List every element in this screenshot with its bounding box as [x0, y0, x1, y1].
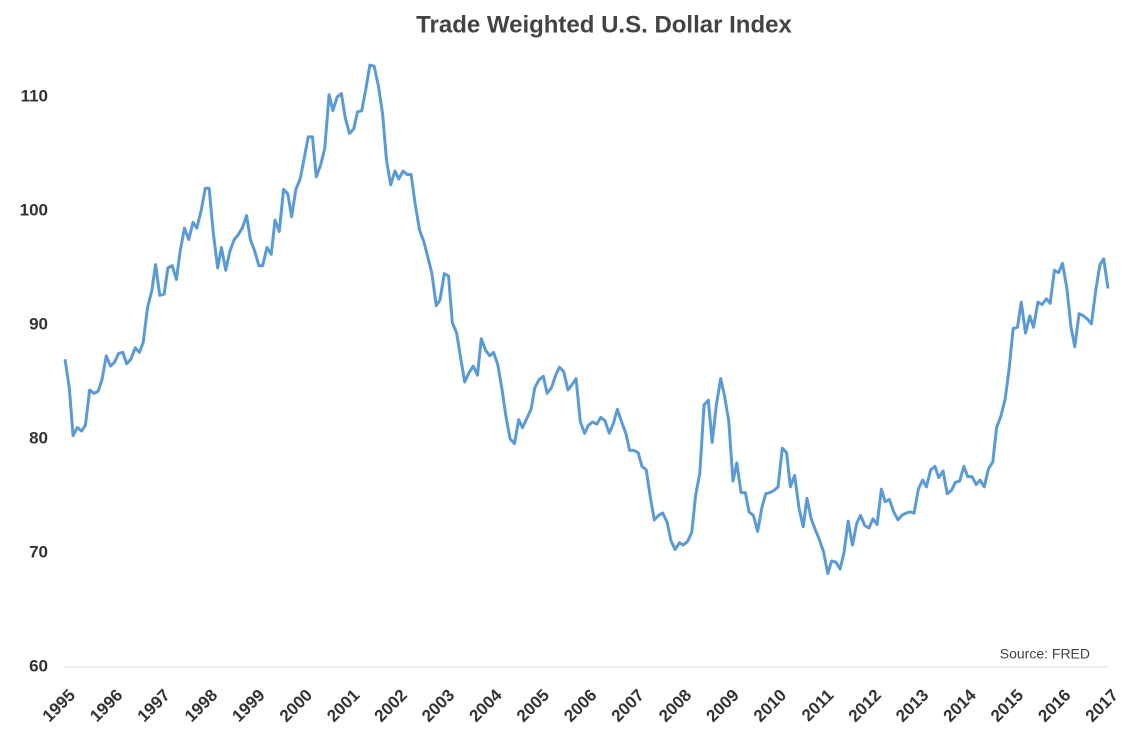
x-tick-label: 2013 [892, 686, 932, 726]
y-tick-label: 70 [29, 542, 48, 561]
x-tick-label: 2014 [940, 685, 981, 726]
x-tick-label: 2003 [418, 686, 458, 726]
x-tick-label: 2000 [276, 686, 316, 726]
chart-title: Trade Weighted U.S. Dollar Index [416, 11, 792, 38]
x-tick-label: 1999 [228, 686, 268, 726]
y-tick-label: 90 [29, 314, 48, 333]
x-tick-label: 1998 [181, 686, 221, 726]
x-tick-label: 2015 [987, 686, 1027, 726]
x-tick-label: 2008 [655, 686, 695, 726]
x-tick-label: 2011 [798, 686, 838, 726]
x-tick-label: 2010 [750, 686, 790, 726]
x-tick-label: 2006 [560, 686, 600, 726]
x-tick-label: 1997 [134, 686, 174, 726]
x-tick-label: 1995 [39, 686, 79, 726]
x-tick-label: 2007 [608, 686, 648, 726]
data-line [63, 63, 1110, 576]
x-tick-label: 2005 [513, 686, 553, 726]
x-tick-label: 2004 [465, 685, 506, 726]
x-tick-label: 2009 [703, 686, 743, 726]
y-tick-label: 80 [29, 428, 48, 447]
y-tick-label: 110 [21, 86, 48, 105]
x-tick-label: 2017 [1082, 686, 1122, 726]
x-tick-label: 2016 [1034, 686, 1074, 726]
x-tick-label: 2001 [323, 686, 363, 726]
y-tick-label: 100 [20, 200, 48, 219]
y-tick-label: 60 [29, 656, 48, 675]
x-tick-label: 1996 [86, 686, 126, 726]
source-note: Source: FRED [1000, 646, 1090, 662]
x-tick-label: 2002 [371, 686, 411, 726]
x-tick-label: 2012 [845, 686, 885, 726]
